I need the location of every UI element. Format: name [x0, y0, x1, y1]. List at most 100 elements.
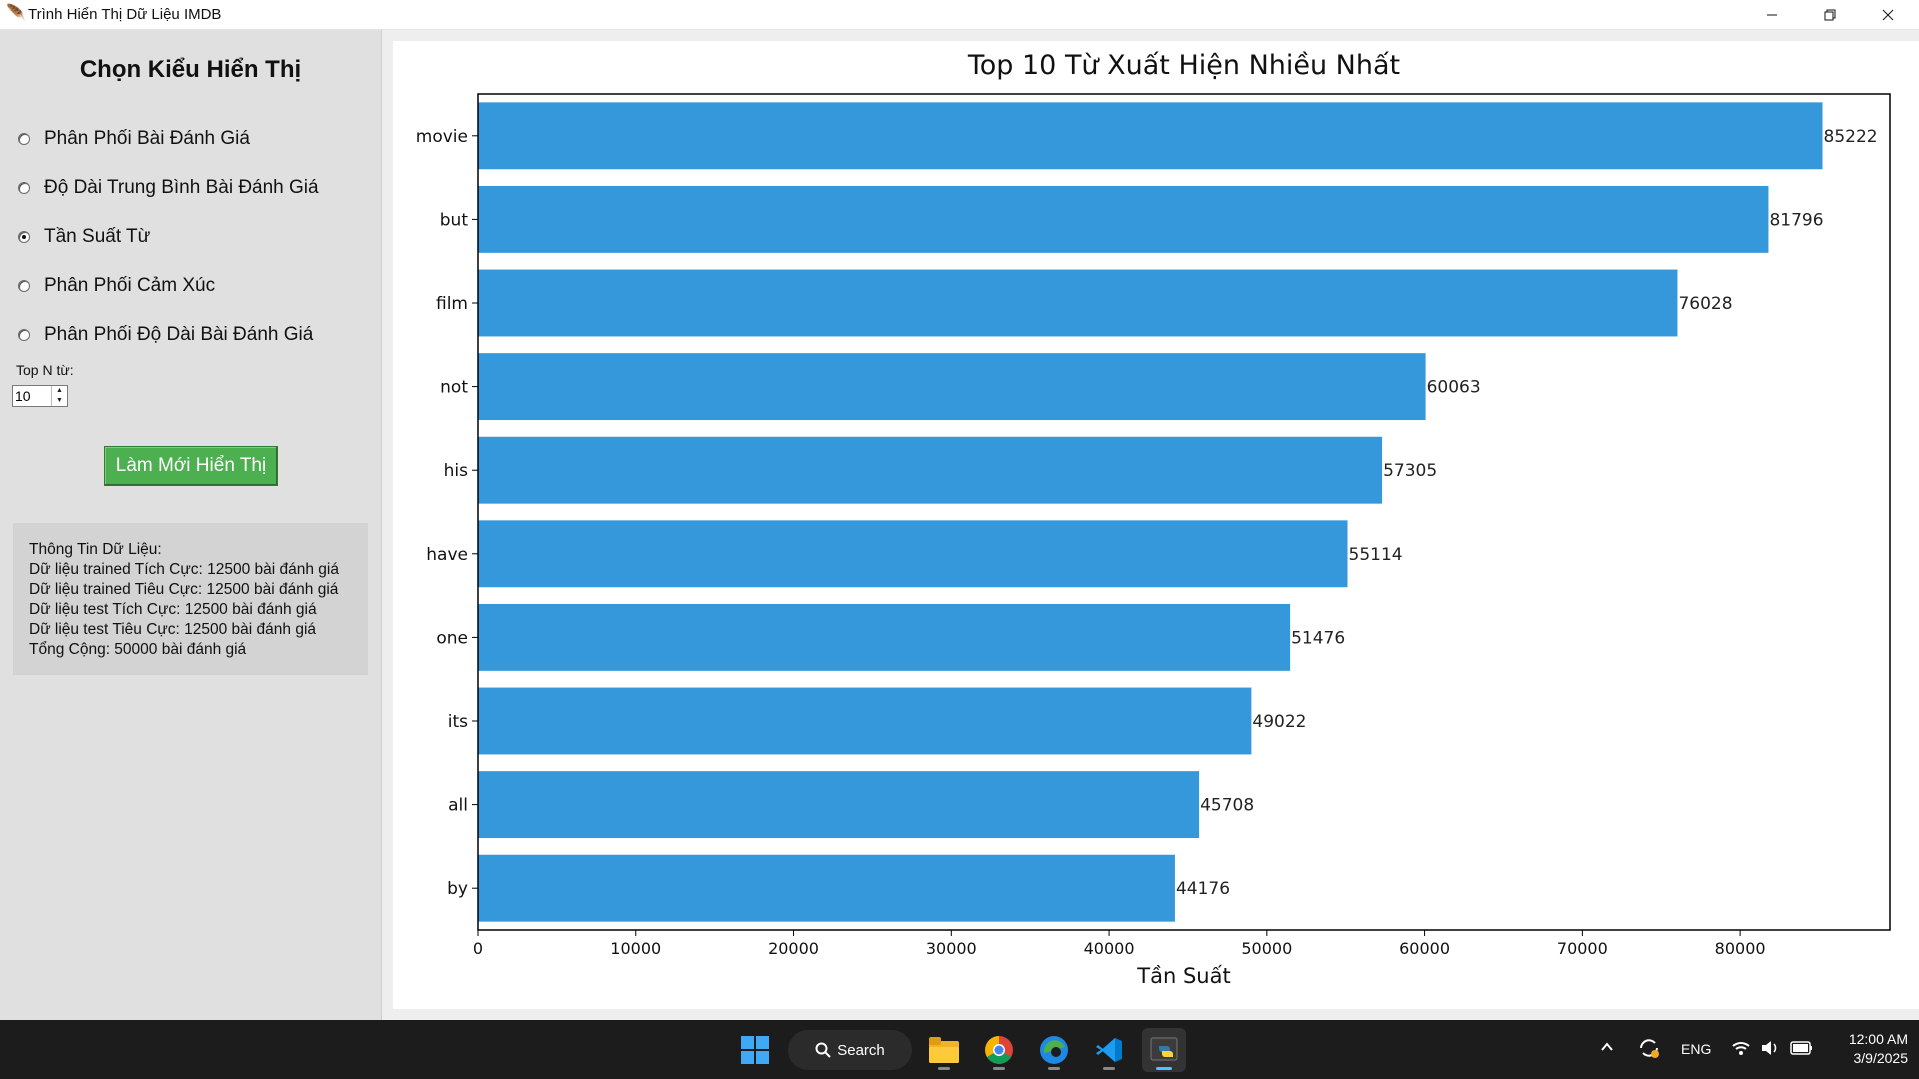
x-tick-label: 70000 — [1557, 939, 1608, 958]
y-tick-label: his — [444, 461, 468, 481]
radio-indicator[interactable] — [18, 133, 30, 145]
volume-icon[interactable] — [1760, 1038, 1780, 1058]
topn-input[interactable] — [15, 387, 51, 405]
search-label: Search — [837, 1041, 885, 1059]
plot-frame — [477, 93, 1891, 931]
y-tick-label: have — [426, 545, 468, 565]
y-tick-label: film — [436, 294, 468, 314]
minimize-icon — [1767, 14, 1777, 15]
minimize-button[interactable] — [1743, 0, 1801, 29]
x-axis-label: Tần Suất — [1136, 964, 1230, 988]
radio-sentiment-distribution[interactable]: Phân Phối Cảm Xúc — [18, 272, 215, 300]
radio-label: Độ Dài Trung Bình Bài Đánh Giá — [44, 177, 319, 198]
info-line: Dữ liệu test Tích Cực: 12500 bài đánh gi… — [29, 601, 317, 618]
bar — [478, 436, 1383, 504]
data-label: 55114 — [1349, 545, 1403, 565]
y-tick-label: one — [436, 628, 468, 648]
chrome-icon[interactable] — [977, 1028, 1021, 1072]
y-tick-label: not — [440, 378, 468, 398]
radio-label: Phân Phối Độ Dài Bài Đánh Giá — [44, 324, 314, 345]
data-label: 49022 — [1252, 712, 1306, 732]
close-icon — [1882, 9, 1894, 20]
radio-indicator[interactable] — [18, 182, 30, 194]
x-tick-label: 60000 — [1399, 939, 1450, 958]
x-tick-label: 20000 — [768, 939, 819, 958]
window-titlebar: 🪶 Trình Hiển Thị Dữ Liệu IMDB — [0, 0, 1919, 30]
restore-button[interactable] — [1801, 0, 1859, 29]
feather-app-icon: 🪶 — [6, 5, 26, 22]
radio-indicator-selected[interactable] — [18, 231, 30, 243]
chart-figure: Top 10 Từ Xuất Hiện Nhiều Nhất 85222 movie… — [393, 41, 1919, 1009]
radio-indicator[interactable] — [18, 329, 30, 341]
bar — [478, 854, 1175, 922]
chart-title: Top 10 Từ Xuất Hiện Nhiều Nhất — [967, 50, 1400, 81]
edge-icon[interactable] — [1032, 1028, 1076, 1072]
topn-label: Top N từ: — [16, 362, 74, 378]
bar — [478, 520, 1348, 588]
sync-icon[interactable] — [1637, 1036, 1661, 1060]
x-tick-label: 0 — [473, 939, 483, 958]
data-label: 44176 — [1176, 879, 1230, 899]
window-title: Trình Hiển Thị Dữ Liệu IMDB — [28, 6, 222, 23]
y-tick-label: movie — [416, 127, 468, 147]
info-header: Thông Tin Dữ Liệu: — [29, 541, 162, 558]
close-button[interactable] — [1859, 0, 1917, 29]
y-tick-label: all — [448, 796, 468, 816]
x-tick-label: 80000 — [1715, 939, 1766, 958]
spin-arrows: ▲ ▼ — [51, 386, 67, 406]
info-line: Dữ liệu trained Tích Cực: 12500 bài đánh… — [29, 561, 339, 578]
x-tick-label: 10000 — [610, 939, 661, 958]
word-frequency-chart: Top 10 Từ Xuất Hiện Nhiều Nhất 85222 movie… — [416, 50, 1891, 988]
vscode-icon[interactable] — [1087, 1028, 1131, 1072]
data-label: 57305 — [1383, 461, 1437, 481]
bar — [478, 603, 1291, 671]
radio-average-length[interactable]: Độ Dài Trung Bình Bài Đánh Giá — [18, 174, 319, 202]
radio-word-frequency[interactable]: Tần Suất Từ — [18, 223, 150, 251]
battery-icon[interactable] — [1790, 1039, 1814, 1057]
spin-down-icon[interactable]: ▼ — [56, 397, 63, 404]
data-label: 60063 — [1427, 378, 1481, 398]
spin-up-icon[interactable]: ▲ — [56, 387, 63, 394]
taskbar-search[interactable]: Search — [788, 1030, 912, 1070]
control-sidebar: Chọn Kiểu Hiển Thị Phân Phối Bài Đánh Gi… — [0, 30, 382, 1020]
radio-label: Phân Phối Cảm Xúc — [44, 275, 216, 296]
refresh-display-button[interactable]: Làm Mới Hiển Thị — [104, 446, 278, 486]
data-label: 76028 — [1678, 294, 1732, 314]
taskbar: Search ENG 12:00 AM 3/9/2025 — [0, 1020, 1919, 1079]
wifi-icon[interactable] — [1731, 1038, 1751, 1058]
bar — [478, 771, 1200, 839]
chevron-up-icon[interactable] — [1600, 1040, 1614, 1054]
clock-time: 12:00 AM — [1848, 1031, 1908, 1047]
windows-start-icon[interactable] — [733, 1028, 777, 1072]
x-tick-label: 50000 — [1241, 939, 1292, 958]
bar — [478, 102, 1823, 170]
x-tick-label: 40000 — [1084, 939, 1135, 958]
info-line: Tổng Cộng: 50000 bài đánh giá — [29, 641, 247, 658]
radio-length-distribution[interactable]: Phân Phối Độ Dài Bài Đánh Giá — [18, 321, 313, 349]
bar — [478, 269, 1678, 337]
radio-label: Tần Suất Từ — [44, 226, 151, 247]
info-line: Dữ liệu test Tiêu Cực: 12500 bài đánh gi… — [29, 621, 317, 638]
python-icon[interactable] — [1142, 1028, 1186, 1072]
file-explorer-icon[interactable] — [922, 1028, 966, 1072]
language-indicator[interactable]: ENG — [1681, 1041, 1712, 1057]
radio-indicator[interactable] — [18, 280, 30, 292]
bar — [478, 185, 1769, 253]
system-clock[interactable]: 12:00 AM 3/9/2025 — [1818, 1030, 1908, 1068]
data-label: 81796 — [1769, 210, 1823, 230]
data-info-panel: Thông Tin Dữ Liệu: Dữ liệu trained Tích … — [13, 523, 368, 675]
search-icon — [815, 1042, 831, 1058]
sidebar-heading: Chọn Kiểu Hiển Thị — [79, 56, 302, 83]
data-label: 45708 — [1200, 796, 1254, 816]
y-tick-label: but — [440, 210, 469, 230]
x-tick-label: 30000 — [926, 939, 977, 958]
restore-icon — [1824, 9, 1836, 20]
clock-date: 3/9/2025 — [1853, 1050, 1909, 1066]
y-tick-label: by — [447, 879, 468, 899]
topn-spinbox[interactable]: ▲ ▼ — [12, 385, 68, 407]
radio-review-distribution[interactable]: Phân Phối Bài Đánh Giá — [18, 125, 250, 153]
y-tick-label: its — [448, 712, 468, 732]
info-line: Dữ liệu trained Tiêu Cực: 12500 bài đánh… — [29, 581, 339, 598]
radio-label: Phân Phối Bài Đánh Giá — [44, 128, 250, 149]
bar — [478, 687, 1252, 755]
